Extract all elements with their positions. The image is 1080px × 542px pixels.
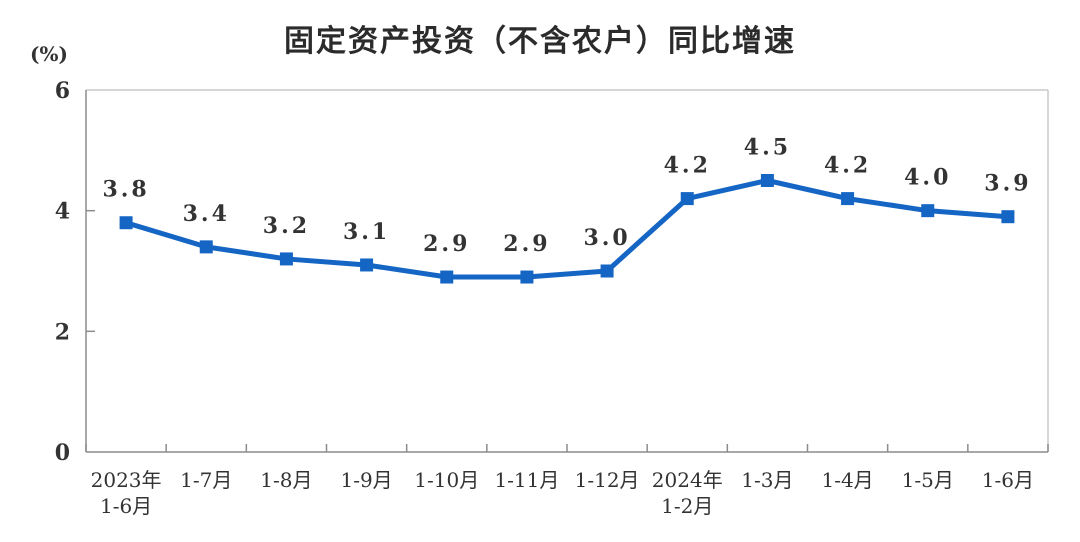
data-point-label: 2.9 xyxy=(503,231,550,257)
x-tick-label: 2024年 xyxy=(652,468,723,492)
data-point-marker xyxy=(119,216,133,230)
x-tick-label: 1-6月 xyxy=(100,494,152,518)
data-point-marker xyxy=(199,240,213,254)
data-point-label: 3.4 xyxy=(183,201,230,227)
x-tick-label: 1-6月 xyxy=(982,468,1034,492)
y-tick-label: 6 xyxy=(55,78,70,104)
y-tick-label: 0 xyxy=(55,440,70,466)
x-tick-label: 1-11月 xyxy=(494,468,559,492)
x-tick-label: 1-10月 xyxy=(414,468,479,492)
data-point-label: 2.9 xyxy=(423,231,470,257)
data-point-label: 4.0 xyxy=(904,165,951,191)
data-point-marker xyxy=(841,192,855,206)
data-point-marker xyxy=(520,270,534,284)
chart-title: 固定资产投资（不含农户）同比增速 xyxy=(284,25,796,58)
data-point-label: 3.0 xyxy=(583,225,630,251)
data-point-marker xyxy=(600,264,614,278)
data-point-label: 4.2 xyxy=(824,153,871,179)
data-point-marker xyxy=(760,174,774,187)
data-point-marker xyxy=(440,270,454,284)
x-tick-label: 1-2月 xyxy=(661,494,713,518)
data-point-marker xyxy=(1001,210,1015,224)
data-point-marker xyxy=(279,252,293,266)
y-tick-label: 4 xyxy=(55,199,70,225)
x-tick-label: 1-12月 xyxy=(575,468,640,492)
x-tick-label: 1-4月 xyxy=(821,468,873,492)
y-axis-unit-label: (%) xyxy=(30,42,68,66)
data-point-label: 3.8 xyxy=(102,177,149,203)
data-point-marker xyxy=(360,258,374,272)
x-tick-label: 1-7月 xyxy=(180,468,232,492)
x-tick-label: 1-8月 xyxy=(260,468,312,492)
y-tick-label: 2 xyxy=(55,319,70,345)
x-tick-label: 1-9月 xyxy=(340,468,392,492)
series-line xyxy=(125,178,1009,280)
data-point-label: 4.2 xyxy=(664,153,711,179)
data-point-label: 3.2 xyxy=(263,213,310,239)
x-tick-label: 2023年 xyxy=(91,468,162,492)
data-point-label: 4.5 xyxy=(744,135,791,161)
x-tick-label: 1-3月 xyxy=(741,468,793,492)
x-tick-label: 1-5月 xyxy=(902,468,954,492)
data-point-label: 3.1 xyxy=(343,219,390,245)
data-point-label: 3.9 xyxy=(984,171,1031,197)
data-point-marker xyxy=(680,192,694,206)
data-point-marker xyxy=(921,204,935,218)
